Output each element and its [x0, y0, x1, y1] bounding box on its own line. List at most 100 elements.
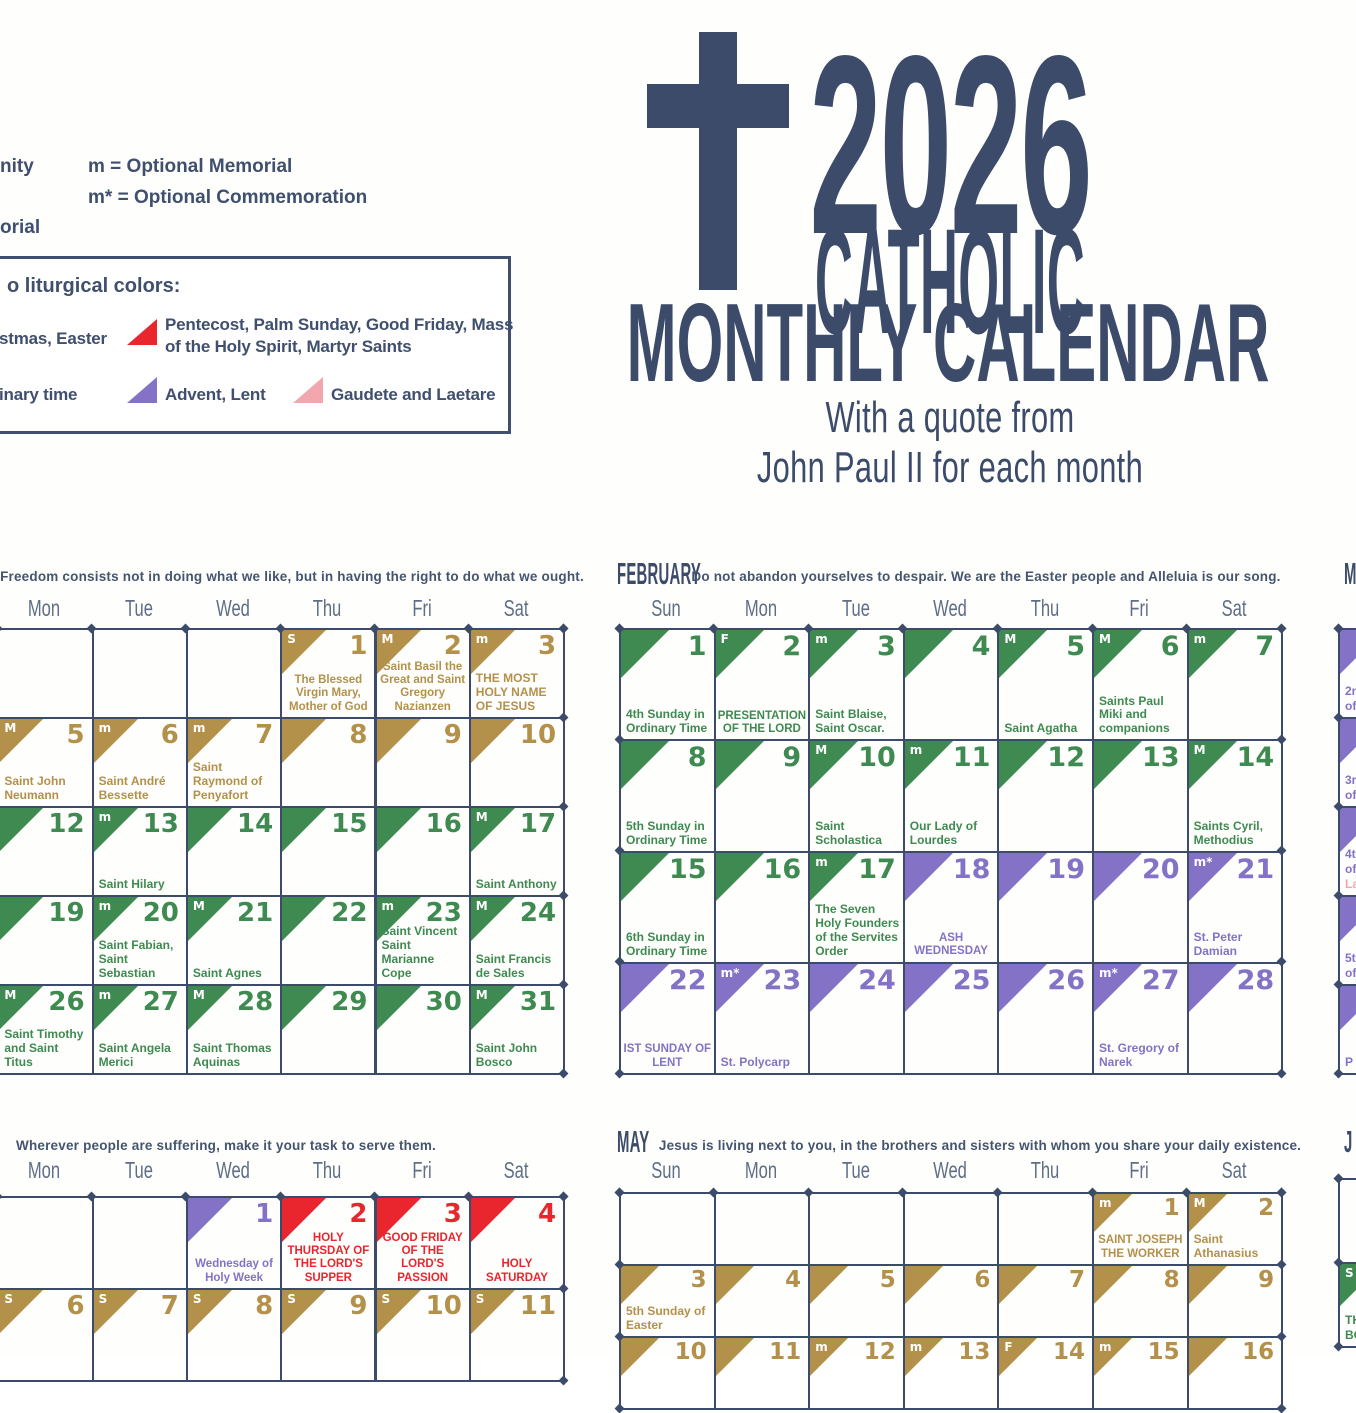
day-header-text: Sat	[1221, 597, 1246, 620]
day-label: Saint Agatha	[1004, 722, 1089, 736]
day-label: 6th Sunday in Ordinary Time	[626, 931, 711, 959]
day-number: 28	[1237, 965, 1275, 996]
day-label: GOOD FRIDAY OF THE LORD'S PASSION	[379, 1232, 467, 1285]
day-cell-january-22: 22	[280, 895, 376, 986]
day-header-text: Tue	[125, 1159, 153, 1182]
day-number: 19	[48, 898, 84, 928]
day-number: 7	[161, 1291, 179, 1321]
rank-badge: M	[1194, 743, 1206, 757]
day-header-text: Sun	[652, 1159, 681, 1182]
day-label: Saint Timothy and Saint Titus	[4, 1028, 88, 1070]
day-cell-january-29: 29	[280, 984, 376, 1075]
day-number: 9	[349, 1291, 367, 1321]
day-cell-may-8: 8	[1092, 1264, 1189, 1338]
rank-badge: M	[1004, 632, 1016, 646]
season-triangle-green	[377, 986, 421, 1030]
season-triangle-gold	[1189, 1266, 1227, 1304]
season-triangle-purple	[621, 964, 669, 1012]
month-quote-january: Freedom consists not in doing what we li…	[0, 569, 584, 584]
rank-badge: S	[382, 1292, 391, 1306]
day-header-tue: Tue	[119, 597, 158, 621]
day-cell-february-26: 26	[997, 962, 1094, 1075]
day-header-fri: Fri	[408, 597, 435, 621]
day-label: Saints Cyril, Methodius	[1194, 820, 1279, 848]
season-triangle-green	[377, 808, 421, 852]
day-number: 9	[1258, 1267, 1274, 1293]
day-header-thu: Thu	[1025, 597, 1065, 621]
day-header-text: Wed	[216, 1159, 250, 1182]
season-triangle-gold	[621, 1266, 659, 1304]
day-header-text: Fri	[1130, 597, 1149, 620]
day-number: 12	[48, 809, 84, 839]
day-label: Saint Francis de Sales	[476, 953, 560, 981]
day-cell-february-19: 19	[997, 851, 1094, 964]
day-number: 5	[67, 720, 85, 750]
day-header-text: Fri	[412, 1159, 431, 1182]
day-cell-february-16: 16	[714, 851, 811, 964]
day-label: IST SUNDAY OF LENT	[623, 1043, 712, 1070]
season-triangle-gold	[716, 1266, 754, 1304]
day-number: 6	[161, 720, 179, 750]
day-cell-empty	[0, 1196, 94, 1290]
day-header-text: Thu	[1030, 597, 1059, 620]
day-label: HOLY THURSDAY OF THE LORD'S SUPPER	[284, 1232, 372, 1285]
rank-badge: m	[1099, 1196, 1112, 1210]
day-cell-february-24: 24	[808, 962, 905, 1075]
day-label: PRESENTATION OF THE LORD	[718, 710, 807, 737]
season-triangle-purple	[999, 964, 1047, 1012]
rank-badge: m	[193, 721, 206, 735]
day-number: 11	[953, 742, 991, 773]
day-number: 6	[1161, 631, 1180, 662]
rank-badge: M	[4, 721, 16, 735]
day-number: 3	[877, 631, 896, 662]
rank-badge: S	[287, 632, 296, 646]
day-header-thu: Thu	[308, 597, 348, 621]
day-number: 26	[48, 987, 84, 1017]
rank-badge: M	[193, 988, 205, 1002]
day-header-tue: Tue	[119, 1159, 158, 1183]
rank-badge: m	[99, 988, 112, 1002]
day-number: 2	[444, 631, 462, 661]
day-number: 16	[1242, 1339, 1274, 1365]
season-triangle-green	[0, 808, 43, 852]
rank-badge: M	[476, 988, 488, 1002]
season-triangle-green	[188, 808, 232, 852]
christmas-easter-label: stmas, Easter	[0, 329, 107, 349]
day-cell-may-7: 7	[997, 1264, 1094, 1338]
day-number: 6	[67, 1291, 85, 1321]
day-header-text: Thu	[313, 597, 342, 620]
rank-badge: M	[476, 899, 488, 913]
rank-badge: m	[476, 632, 489, 646]
day-cell-may-5: 5	[808, 1264, 905, 1338]
rank-badge: F	[721, 632, 729, 646]
day-label: Saint Raymond of Penyafort	[193, 761, 277, 803]
day-number: 1	[1164, 1195, 1180, 1221]
day-header-text: Wed	[933, 597, 967, 620]
day-header-text: Sat	[1221, 1159, 1246, 1182]
month-title-june: J	[1344, 1126, 1356, 1157]
day-header-wed: Wed	[927, 1159, 974, 1183]
day-number: 15	[331, 809, 367, 839]
day-number: 16	[764, 854, 802, 885]
day-number: 13	[143, 809, 179, 839]
day-label: St. Peter Damian	[1194, 931, 1279, 959]
day-header-text: Mon	[745, 1159, 777, 1182]
day-cell-empty	[186, 628, 282, 719]
